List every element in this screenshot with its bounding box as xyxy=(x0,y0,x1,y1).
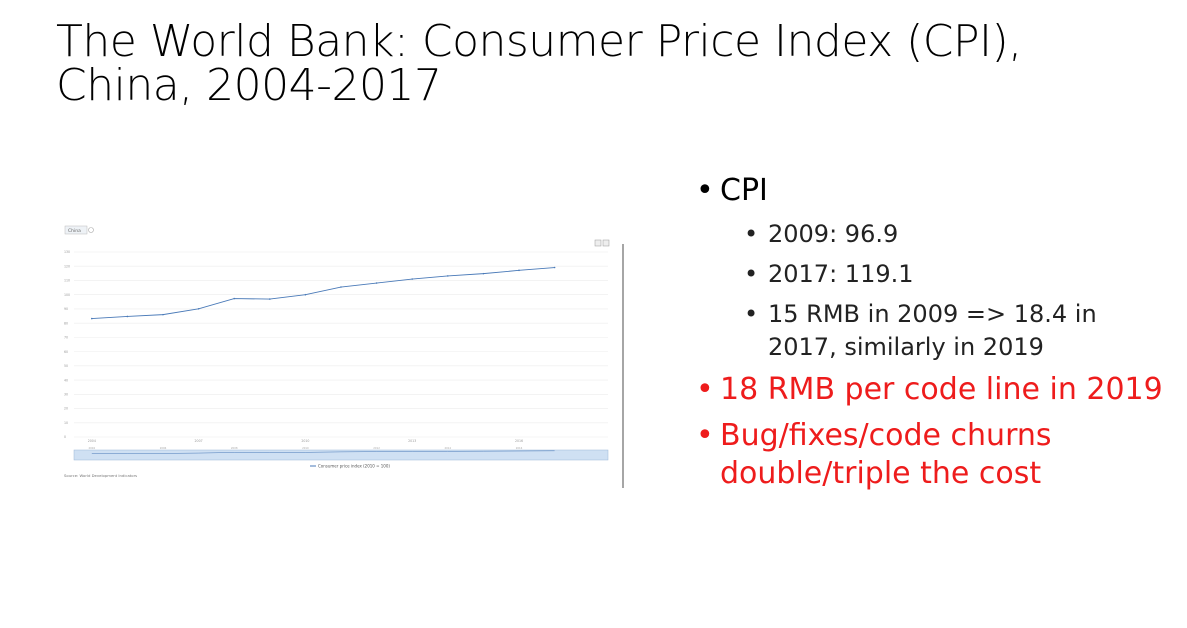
y-tick-label: 130 xyxy=(64,250,70,254)
data-point xyxy=(518,269,520,272)
x-tick-label: 2004 xyxy=(88,439,96,443)
y-tick-label: 100 xyxy=(64,293,70,297)
cpi-chart-screenshot: China 0 10 20 30 40 50 60 70 80 90 100 110 120 130 20… xyxy=(60,222,626,488)
x-tick-label: 2016 xyxy=(515,439,523,443)
navigator-series-line xyxy=(91,450,555,454)
y-tick-label: 30 xyxy=(64,393,68,397)
bullet-dot: • xyxy=(696,418,714,453)
bullet-cost-per-line: • 18 RMB per code line in 2019 xyxy=(696,371,1166,409)
data-point xyxy=(269,298,271,300)
bullet-dot: • xyxy=(744,220,759,248)
bullet-cpi: • CPI xyxy=(696,172,1166,210)
navigator-tick-label: 2012 xyxy=(373,446,380,450)
y-tick-label: 80 xyxy=(64,321,68,325)
series-line xyxy=(91,267,555,320)
data-point xyxy=(304,293,307,296)
sub-bullet-text: 2009: 96.9 xyxy=(768,220,899,248)
y-tick-label: 60 xyxy=(64,350,68,354)
country-selector[interactable] xyxy=(64,225,88,235)
x-tick-label: 2007 xyxy=(195,439,203,443)
bullet-dot: • xyxy=(744,260,759,288)
y-tick-label: 110 xyxy=(64,279,70,283)
navigator-tick-label: 2004 xyxy=(88,446,95,450)
range-navigator[interactable]: 2004 2006 2008 2010 2012 2014 2016 xyxy=(73,446,609,461)
data-point xyxy=(447,275,449,277)
chart-gridlines xyxy=(74,251,608,438)
y-tick-label: 50 xyxy=(64,364,68,368)
bullet-cpi-text: CPI xyxy=(720,173,768,208)
data-point xyxy=(162,313,164,316)
bullet-list: • CPI • 2009: 96.9 • 2017: 119.1 • 15 RMB in… xyxy=(696,172,1166,501)
bullet-dot: • xyxy=(696,173,714,208)
info-icon[interactable] xyxy=(88,227,94,233)
sub-bullet-2017: • 2017: 119.1 xyxy=(744,258,1166,291)
legend-label: Consumer price index (2010 = 100) xyxy=(318,464,390,469)
bullet-dot: • xyxy=(696,372,714,407)
slide-title: The World Bank: Consumer Price Index (CP… xyxy=(56,16,1022,111)
x-axis-tick-labels: 2004 2007 2010 2013 2016 xyxy=(88,439,523,443)
navigator-tick-label: 2016 xyxy=(516,446,523,450)
x-tick-label: 2013 xyxy=(408,439,416,443)
cpi-line-chart: China 0 10 20 30 40 50 60 70 80 90 100 110 120 130 20… xyxy=(60,222,626,488)
y-tick-label: 40 xyxy=(64,378,68,382)
cpi-series xyxy=(91,266,556,320)
bullet-bugfix-cost-text: Bug/fixes/code churns double/triple the … xyxy=(720,418,1052,491)
chart-source: Source: World Development Indicators xyxy=(64,473,137,478)
bullet-dot: • xyxy=(744,300,759,328)
chart-frame xyxy=(60,222,626,488)
table-view-icon[interactable] xyxy=(594,239,602,247)
bullet-cost-per-line-text: 18 RMB per code line in 2019 xyxy=(720,372,1163,407)
data-point xyxy=(233,297,235,300)
navigator-tick-label: 2006 xyxy=(160,446,167,450)
navigator-range xyxy=(73,449,609,461)
data-point xyxy=(340,286,342,288)
data-point xyxy=(375,282,378,284)
sub-bullet-2009: • 2009: 96.9 xyxy=(744,218,1166,251)
navigator-tick-label: 2010 xyxy=(302,446,309,450)
navigator-tick-label: 2008 xyxy=(231,446,238,450)
sub-bullet-rmb-conversion: • 15 RMB in 2009 => 18.4 in 2017, similar… xyxy=(744,298,1166,364)
data-point xyxy=(126,315,129,318)
data-point xyxy=(197,307,200,310)
country-selector-label: China xyxy=(68,228,81,234)
download-icon[interactable] xyxy=(602,239,610,247)
y-tick-label: 0 xyxy=(64,435,66,439)
y-tick-label: 20 xyxy=(64,407,68,411)
sub-bullet-text: 2017: 119.1 xyxy=(768,260,914,288)
y-tick-label: 10 xyxy=(64,421,68,425)
data-point xyxy=(91,317,93,320)
data-point xyxy=(553,266,556,269)
data-point xyxy=(411,278,414,280)
y-tick-label: 90 xyxy=(64,307,68,311)
bullet-bugfix-cost: • Bug/fixes/code churns double/triple the… xyxy=(696,417,1166,493)
y-axis-tick-labels: 0 10 20 30 40 50 60 70 80 90 100 110 120 130 xyxy=(64,250,70,439)
y-tick-label: 120 xyxy=(64,264,70,268)
data-point xyxy=(482,272,485,275)
sub-bullet-text: 15 RMB in 2009 => 18.4 in 2017, similarl… xyxy=(768,300,1097,361)
y-tick-label: 70 xyxy=(64,336,68,340)
x-tick-label: 2010 xyxy=(301,439,309,443)
navigator-tick-label: 2014 xyxy=(444,446,451,450)
